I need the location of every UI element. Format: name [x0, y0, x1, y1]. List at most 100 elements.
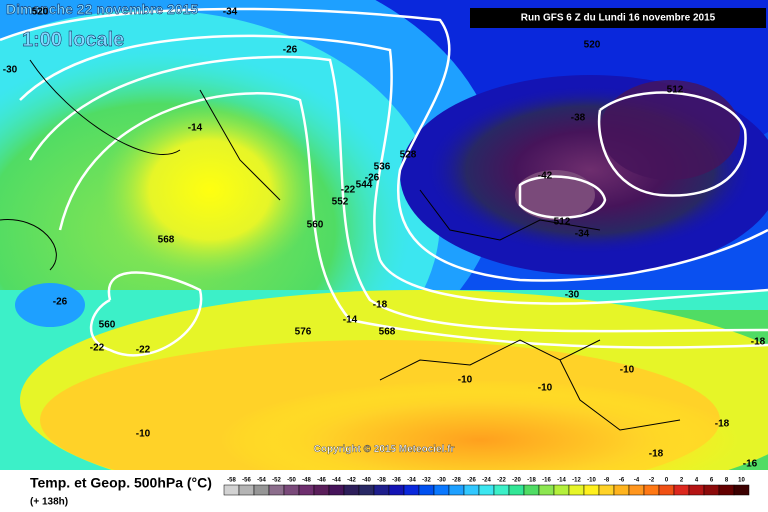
scale-label: -18 — [527, 478, 536, 484]
temperature-label: -16 — [743, 459, 758, 470]
scale-swatch — [703, 484, 720, 496]
scale-label: 4 — [695, 478, 699, 484]
geopotential-label: 520 — [32, 7, 49, 18]
geopotential-label: 568 — [158, 235, 175, 246]
geopotential-label: 512 — [667, 85, 684, 96]
scale-label: -4 — [634, 478, 640, 484]
temperature-label: -10 — [620, 365, 635, 376]
geopotential-label: 560 — [307, 220, 324, 231]
geopotential-label: 560 — [99, 320, 116, 331]
scale-label: -40 — [362, 478, 371, 484]
temperature-label: -38 — [571, 113, 586, 124]
scale-label: -36 — [392, 478, 401, 484]
scale-swatch — [568, 484, 585, 496]
scale-swatch — [268, 484, 285, 496]
scale-swatch — [658, 484, 675, 496]
scale-swatch — [493, 484, 510, 496]
scale-swatch — [463, 484, 480, 496]
scale-swatch — [523, 484, 540, 496]
scale-swatch — [478, 484, 495, 496]
scale-swatch — [328, 484, 345, 496]
scale-swatch — [583, 484, 600, 496]
temperature-label: -26 — [283, 45, 298, 56]
scale-label: -2 — [649, 478, 655, 484]
temperature-label: -18 — [715, 419, 730, 430]
scale-label: 0 — [665, 478, 669, 484]
geopotential-label: 544 — [356, 180, 373, 191]
scale-swatch — [223, 484, 240, 496]
scale-label: -34 — [407, 478, 416, 484]
scale-label: -26 — [467, 478, 476, 484]
scale-swatch — [238, 484, 255, 496]
scale-label: -56 — [242, 478, 251, 484]
scale-swatch — [358, 484, 375, 496]
temperature-label: -10 — [538, 383, 553, 394]
geopotential-label: 512 — [554, 217, 571, 228]
temperature-label: -26 — [53, 297, 68, 308]
scale-label: -24 — [482, 478, 491, 484]
scale-label: -44 — [332, 478, 341, 484]
scale-swatch — [628, 484, 645, 496]
scale-swatch — [733, 484, 750, 496]
scale-swatch — [688, 484, 705, 496]
temperature-label: -30 — [565, 290, 580, 301]
scale-label: 2 — [680, 478, 684, 484]
temperature-label: -10 — [136, 429, 151, 440]
footer-title: Temp. et Geop. 500hPa (°C) — [30, 475, 212, 491]
temperature-label: -30 — [3, 65, 18, 76]
scale-label: -58 — [227, 478, 236, 484]
color-scale: -58 -56 -54 -52 -50 -48 -46 -44 -42 -40 -38 -36 -34-… — [223, 478, 750, 496]
scale-swatch — [343, 484, 360, 496]
scale-label: -12 — [572, 478, 581, 484]
temperature-label: -14 — [343, 315, 358, 326]
temperature-label: -18 — [649, 449, 664, 460]
scale-label: -52 — [272, 478, 281, 484]
scale-label: 8 — [725, 478, 729, 484]
temperature-label: -26 — [365, 173, 380, 184]
scale-label: -20 — [512, 478, 521, 484]
geopotential-label: 520 — [584, 40, 601, 51]
scale-swatch — [298, 484, 315, 496]
scale-label: -50 — [287, 478, 296, 484]
scale-swatch — [433, 484, 450, 496]
temperature-label: -22 — [90, 343, 105, 354]
scale-label: -32 — [422, 478, 431, 484]
valid-date: Dimanche 22 novembre 2015 — [6, 1, 198, 17]
scale-label: -6 — [619, 478, 625, 484]
temperature-label: -42 — [538, 171, 553, 182]
scale-label: 10 — [738, 478, 745, 484]
geopotential-label: 536 — [374, 162, 391, 173]
scale-label: -10 — [587, 478, 596, 484]
scale-swatch — [283, 484, 300, 496]
scale-swatch — [448, 484, 465, 496]
contours — [0, 7, 768, 357]
run-banner — [470, 8, 766, 28]
coastlines — [0, 59, 681, 431]
scale-swatch — [643, 484, 660, 496]
scale-label: -38 — [377, 478, 386, 484]
scale-swatch — [673, 484, 690, 496]
temperature-label: -34 — [223, 7, 238, 18]
temperature-label: -18 — [751, 337, 766, 348]
scale-swatch — [403, 484, 420, 496]
valid-time: 1:00 locale — [22, 29, 124, 51]
run-info: Run GFS 6 Z du Lundi 16 novembre 2015 — [521, 13, 716, 24]
geopotential-label: 552 — [332, 197, 349, 208]
temperature-label: -22 — [136, 345, 151, 356]
scale-label: 6 — [710, 478, 714, 484]
temperature-label: -18 — [373, 300, 388, 311]
scale-swatch — [313, 484, 330, 496]
temperature-label: -34 — [575, 229, 590, 240]
scale-label: -22 — [497, 478, 506, 484]
scale-label: -16 — [542, 478, 551, 484]
scale-label: -54 — [257, 478, 266, 484]
scale-label: -14 — [557, 478, 566, 484]
scale-label: -42 — [347, 478, 356, 484]
scale-label: -8 — [604, 478, 610, 484]
scale-swatch — [388, 484, 405, 496]
temperature-label: -22 — [341, 185, 356, 196]
copyright: Copyright © 2015 Meteociel.fr — [314, 444, 455, 455]
